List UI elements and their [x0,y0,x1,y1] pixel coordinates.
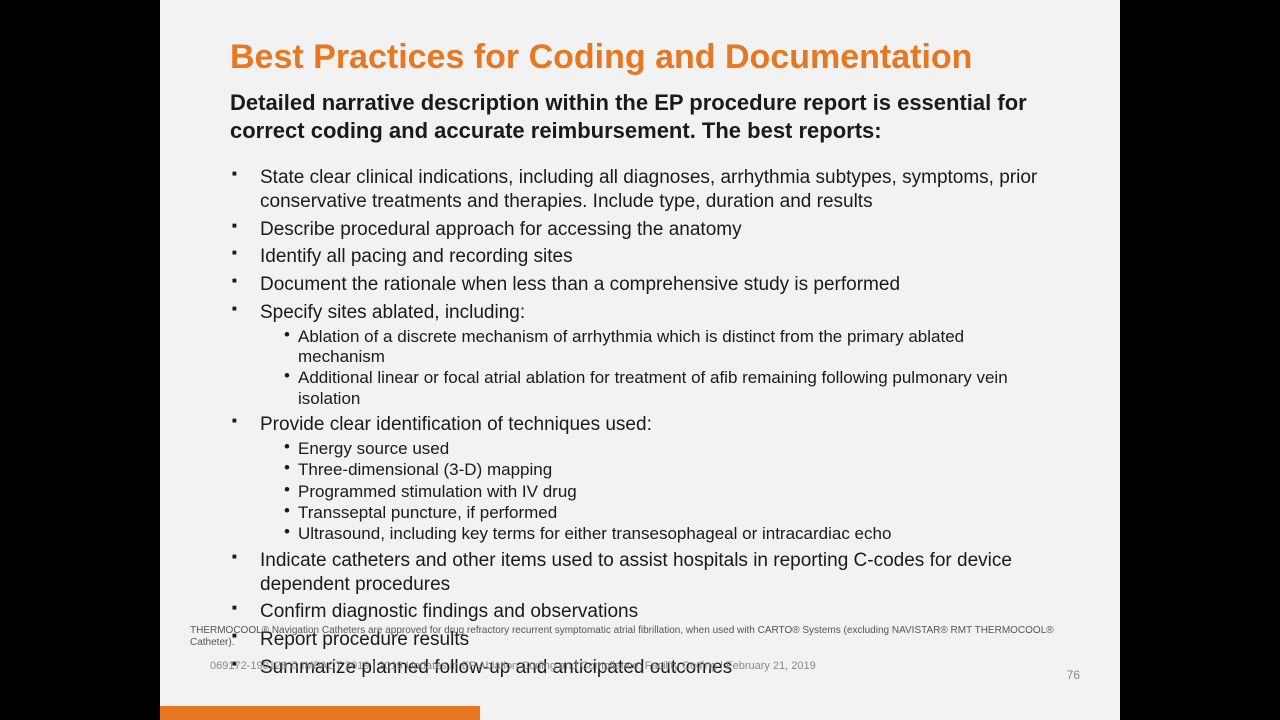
bullet-text: State clear clinical indications, includ… [260,167,1037,212]
sub-list: Ablation of a discrete mechanism of arrh… [260,327,1050,410]
bullet-text: Identify all pacing and recording sites [260,246,573,267]
sub-list-item: Ultrasound, including key terms for eith… [298,524,1050,544]
bullet-text: Specify sites ablated, including: [260,302,525,323]
list-item: Indicate catheters and other items used … [230,549,1050,597]
list-item: Document the rationale when less than a … [230,273,1050,297]
page-number: 76 [1067,668,1080,682]
sub-bullet-text: Energy source used [298,439,449,458]
list-item: Identify all pacing and recording sites [230,245,1050,269]
list-item: Specify sites ablated, including: Ablati… [230,301,1050,409]
sub-list-item: Ablation of a discrete mechanism of arrh… [298,327,1050,368]
slide-subtitle: Detailed narrative description within th… [230,89,1050,144]
sub-list: Energy source used Three-dimensional (3-… [260,439,1050,545]
slide-title: Best Practices for Coding and Documentat… [230,38,1050,77]
sub-list-item: Transseptal puncture, if performed [298,503,1050,523]
bullet-text: Document the rationale when less than a … [260,274,900,295]
sub-bullet-text: Additional linear or focal atrial ablati… [298,368,1008,407]
sub-list-item: Additional linear or focal atrial ablati… [298,368,1050,409]
bullet-list: State clear clinical indications, includ… [230,166,1050,680]
bullet-text: Describe procedural approach for accessi… [260,219,742,240]
sub-list-item: Three-dimensional (3-D) mapping [298,460,1050,480]
list-item: Confirm diagnostic findings and observat… [230,600,1050,624]
bullet-text: Provide clear identification of techniqu… [260,414,652,435]
sub-bullet-text: Ablation of a discrete mechanism of arrh… [298,327,964,366]
footer-text: 069172-190128 © IMPACT 2019 | 2019 Updat… [210,660,816,672]
bullet-text: Indicate catheters and other items used … [260,550,1012,595]
accent-bar [160,706,480,720]
sub-bullet-text: Transseptal puncture, if performed [298,503,557,522]
disclaimer-text: THERMOCOOL® Navigation Catheters are app… [190,625,1090,648]
sub-bullet-text: Ultrasound, including key terms for eith… [298,524,891,543]
sub-list-item: Programmed stimulation with IV drug [298,482,1050,502]
sub-list-item: Energy source used [298,439,1050,459]
list-item: Describe procedural approach for accessi… [230,218,1050,242]
sub-bullet-text: Programmed stimulation with IV drug [298,482,577,501]
list-item: Provide clear identification of techniqu… [230,413,1050,545]
list-item: State clear clinical indications, includ… [230,166,1050,214]
bullet-text: Confirm diagnostic findings and observat… [260,601,638,622]
sub-bullet-text: Three-dimensional (3-D) mapping [298,460,552,479]
slide: Best Practices for Coding and Documentat… [160,0,1120,720]
